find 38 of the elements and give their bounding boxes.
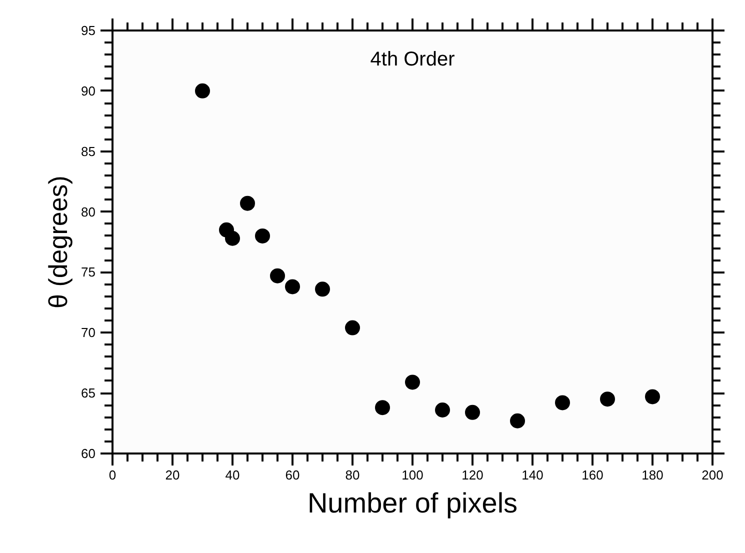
x-tick-label: 180 <box>642 468 664 482</box>
y-tick-label: 60 <box>81 446 96 461</box>
x-tick-label: 100 <box>402 468 424 482</box>
point <box>375 400 390 416</box>
point <box>435 402 450 418</box>
x-tick-label: 140 <box>522 468 544 482</box>
point <box>270 268 285 284</box>
x-tick-label: 80 <box>345 468 360 482</box>
point <box>240 196 255 211</box>
point <box>405 374 420 390</box>
x-tick-label: 20 <box>165 468 180 482</box>
y-tick-label: 65 <box>81 386 96 401</box>
point <box>465 404 480 420</box>
point <box>225 230 240 246</box>
point <box>510 413 525 428</box>
point <box>285 279 300 294</box>
y-axis-title: θ (degrees) <box>43 176 74 308</box>
y-tick-label: 80 <box>81 204 96 220</box>
point <box>555 395 570 410</box>
point <box>645 389 660 404</box>
point <box>195 83 210 98</box>
point <box>345 320 360 336</box>
x-tick-label: 120 <box>462 468 484 482</box>
point <box>315 282 330 297</box>
x-tick-label: 200 <box>702 468 724 482</box>
point <box>255 228 270 244</box>
x-tick-label: 160 <box>582 468 604 482</box>
x-axis-title: Number of pixels <box>307 488 518 518</box>
y-tick-label: 85 <box>81 144 96 159</box>
x-tick-label: 0 <box>108 468 116 482</box>
y-tick-label: 75 <box>81 264 96 280</box>
y-tick-label: 90 <box>81 83 96 98</box>
text: 4th Order <box>370 48 456 70</box>
point <box>600 392 615 407</box>
x-tick-label: 60 <box>285 468 300 482</box>
y-tick-label: 95 <box>81 23 96 38</box>
y-tick-label: 70 <box>81 325 96 340</box>
x-tick-label: 40 <box>225 468 240 482</box>
